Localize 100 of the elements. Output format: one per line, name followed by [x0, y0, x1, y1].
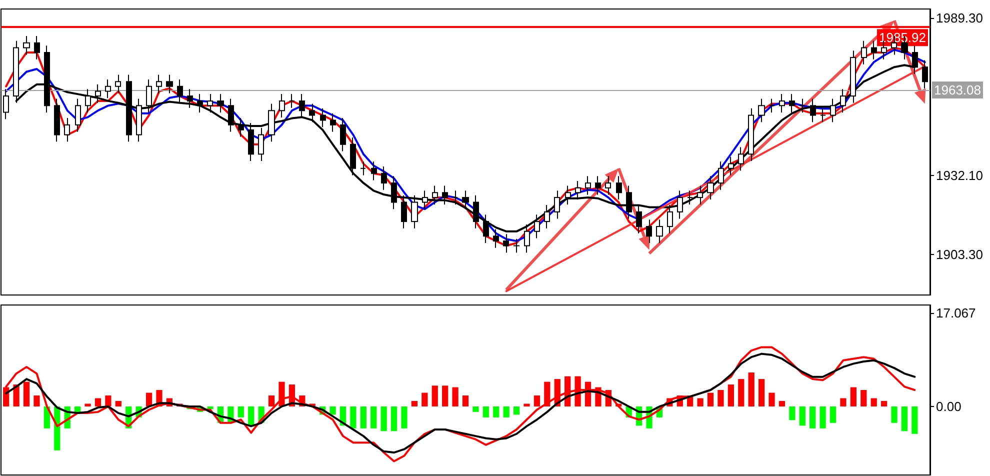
candlestick [391, 176, 397, 210]
candlestick [554, 190, 560, 220]
candlestick [340, 118, 346, 152]
candlestick [34, 35, 40, 60]
ref-line-label: 1985.92 [879, 30, 926, 46]
y-tick-label: 1932.10 [936, 168, 983, 183]
candlestick [462, 190, 469, 210]
candlestick [820, 108, 826, 123]
bar [74, 406, 81, 412]
bar [401, 406, 408, 428]
candlestick [922, 60, 928, 90]
candlestick [422, 190, 428, 210]
bar [23, 382, 30, 406]
candlestick [289, 94, 295, 108]
bar [697, 398, 704, 406]
candlestick [85, 88, 91, 113]
candlestick [442, 185, 448, 205]
candlestick [381, 166, 387, 190]
candlestick [585, 176, 591, 196]
bar [350, 406, 356, 428]
candlestick [3, 88, 9, 120]
candlestick [799, 98, 805, 113]
candlestick [268, 103, 275, 142]
bar [482, 406, 489, 418]
bar [799, 406, 806, 426]
bar [574, 376, 581, 406]
bar [891, 406, 898, 423]
candlestick [861, 40, 867, 65]
bar [34, 395, 40, 406]
bar [84, 404, 91, 406]
candlestick [360, 160, 366, 176]
bar [881, 400, 888, 406]
bar [748, 372, 754, 406]
bar [330, 406, 336, 415]
candlestick [166, 74, 173, 94]
bar [534, 395, 540, 406]
bar [820, 406, 826, 428]
candlestick [228, 98, 234, 132]
candlestick [197, 94, 203, 113]
candlestick [258, 127, 264, 162]
candlestick [728, 156, 734, 176]
y-tick-label: 0.00 [936, 398, 962, 414]
candlestick [207, 94, 213, 113]
bar [728, 384, 734, 406]
candlestick [707, 176, 714, 200]
candlestick [677, 190, 683, 220]
bar [778, 400, 786, 406]
candlestick [248, 122, 254, 162]
candlestick [513, 238, 520, 254]
candlestick [105, 78, 111, 99]
candlestick [779, 94, 785, 113]
candlestick [646, 219, 652, 244]
candlestick [718, 160, 724, 190]
bar [503, 406, 510, 418]
y-tick-label: 1903.30 [936, 247, 983, 262]
bar [768, 392, 775, 406]
candlestick [320, 108, 326, 128]
bar [115, 400, 122, 406]
candlestick [738, 146, 744, 172]
candlestick [217, 94, 224, 113]
candlestick [411, 194, 418, 229]
bar [432, 386, 438, 406]
bar [912, 406, 918, 434]
bar [718, 390, 724, 406]
candlestick [687, 190, 693, 205]
candlestick [238, 118, 244, 138]
bar [146, 392, 152, 406]
bar [248, 406, 254, 426]
candlestick [23, 35, 30, 56]
candlestick [75, 98, 81, 132]
candlestick [656, 219, 663, 244]
bar [442, 386, 448, 406]
bar [513, 406, 520, 415]
candlestick [616, 176, 622, 200]
candlestick [626, 185, 632, 220]
bar [810, 406, 816, 428]
bar [360, 406, 366, 428]
candlestick [605, 176, 611, 196]
y-tick-label: 17.067 [936, 305, 976, 320]
ref-line-label: 1963.08 [934, 82, 981, 98]
candlestick [697, 185, 703, 205]
candlestick [830, 98, 836, 123]
candlestick [565, 185, 571, 205]
candlestick [156, 74, 162, 94]
candlestick [371, 160, 377, 181]
candlestick [146, 78, 152, 113]
bar [268, 395, 275, 406]
candlestick [544, 204, 550, 229]
bar [422, 392, 428, 406]
y-tick-label: 1989.30 [936, 10, 983, 26]
bar [278, 382, 285, 406]
bar [390, 406, 398, 432]
bar [493, 406, 500, 418]
candlestick [748, 108, 754, 162]
bar [462, 395, 469, 406]
candlestick [575, 180, 581, 200]
bar [860, 390, 867, 406]
candlestick [871, 40, 877, 60]
bar [94, 398, 102, 406]
bar [380, 406, 387, 432]
